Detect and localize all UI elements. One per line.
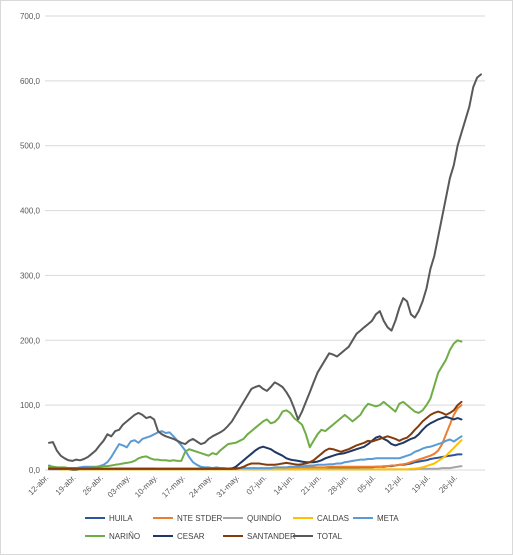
legend-label: NTE STDER bbox=[177, 514, 223, 523]
x-tick-label: 21-jun. bbox=[299, 473, 323, 497]
x-tick-label: 07-jun. bbox=[245, 473, 269, 497]
y-tick-label: 0,0 bbox=[29, 466, 41, 475]
series-line-total bbox=[48, 73, 482, 462]
legend-label: CESAR bbox=[177, 532, 205, 541]
x-tick-label: 26-abr. bbox=[81, 473, 105, 497]
y-tick-label: 700,0 bbox=[20, 12, 41, 21]
x-tick-label: 12-jul. bbox=[383, 473, 405, 495]
x-tick-label: 05-jul. bbox=[356, 473, 378, 495]
series-line-meta bbox=[48, 430, 463, 470]
series-line-cesar bbox=[48, 415, 463, 470]
x-tick-label: 28-jun. bbox=[326, 473, 350, 497]
legend-label: NARIÑO bbox=[109, 532, 140, 541]
y-tick-label: 600,0 bbox=[20, 77, 41, 86]
x-tick-label: 12-abr. bbox=[26, 473, 50, 497]
x-tick-label: 17-may. bbox=[160, 473, 186, 499]
y-tick-label: 100,0 bbox=[20, 401, 41, 410]
x-tick-label: 31-may. bbox=[215, 473, 241, 499]
y-tick-label: 500,0 bbox=[20, 142, 41, 151]
x-tick-label: 26-jul. bbox=[437, 473, 459, 495]
x-tick-label: 19-jul. bbox=[410, 473, 432, 495]
x-tick-label: 19-abr. bbox=[54, 473, 78, 497]
legend-label: QUINDÍO bbox=[247, 514, 281, 523]
legend-label: CALDAS bbox=[317, 514, 349, 523]
x-tick-label: 24-may. bbox=[187, 473, 213, 499]
x-tick-label: 10-may. bbox=[133, 473, 159, 499]
y-tick-label: 400,0 bbox=[20, 207, 41, 216]
legend-label: META bbox=[377, 514, 399, 523]
x-tick-label: 03-may. bbox=[106, 473, 132, 499]
series-line-santander bbox=[48, 400, 463, 470]
legend-label: SANTANDER bbox=[247, 532, 296, 541]
y-tick-label: 200,0 bbox=[20, 336, 41, 345]
x-tick-label: 14-jun. bbox=[272, 473, 296, 497]
legend-label: TOTAL bbox=[317, 532, 343, 541]
y-tick-label: 300,0 bbox=[20, 271, 41, 280]
series-line-nte-stder bbox=[48, 404, 463, 471]
series-line-nari-o bbox=[48, 339, 463, 470]
legend-label: HUILA bbox=[109, 514, 133, 523]
